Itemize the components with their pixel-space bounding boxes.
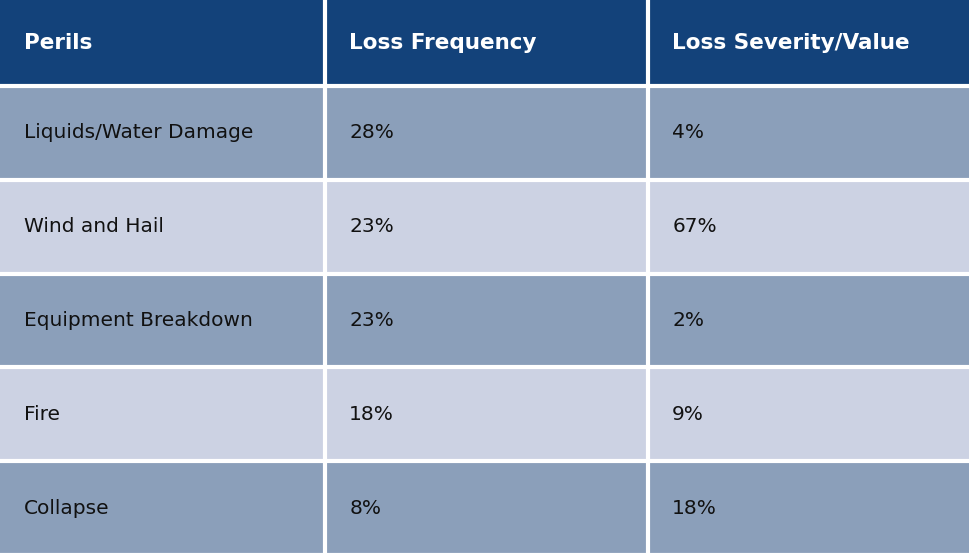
Text: 9%: 9% <box>672 405 703 424</box>
Text: Loss Severity/Value: Loss Severity/Value <box>672 33 909 53</box>
Bar <box>647 367 969 461</box>
Bar <box>325 86 647 180</box>
Text: Perils: Perils <box>24 33 92 53</box>
Text: Wind and Hail: Wind and Hail <box>24 217 164 236</box>
Bar <box>0 367 325 461</box>
Text: 18%: 18% <box>672 498 716 518</box>
Bar <box>325 367 647 461</box>
Text: Equipment Breakdown: Equipment Breakdown <box>24 311 253 330</box>
Text: 28%: 28% <box>349 123 393 143</box>
Bar <box>0 461 325 555</box>
Text: Liquids/Water Damage: Liquids/Water Damage <box>24 123 253 143</box>
Bar <box>647 0 969 86</box>
Bar <box>325 461 647 555</box>
Bar <box>0 180 325 274</box>
Bar <box>325 274 647 367</box>
Text: 2%: 2% <box>672 311 703 330</box>
Text: Collapse: Collapse <box>24 498 109 518</box>
Bar <box>325 0 647 86</box>
Text: Loss Frequency: Loss Frequency <box>349 33 536 53</box>
Bar <box>0 86 325 180</box>
Text: 67%: 67% <box>672 217 716 236</box>
Bar <box>647 180 969 274</box>
Bar <box>325 180 647 274</box>
Bar <box>0 274 325 367</box>
Text: 8%: 8% <box>349 498 381 518</box>
Text: 18%: 18% <box>349 405 393 424</box>
Text: 23%: 23% <box>349 311 393 330</box>
Text: Fire: Fire <box>24 405 60 424</box>
Text: 23%: 23% <box>349 217 393 236</box>
Bar <box>647 86 969 180</box>
Bar <box>0 0 325 86</box>
Bar <box>647 461 969 555</box>
Text: 4%: 4% <box>672 123 703 143</box>
Bar <box>647 274 969 367</box>
